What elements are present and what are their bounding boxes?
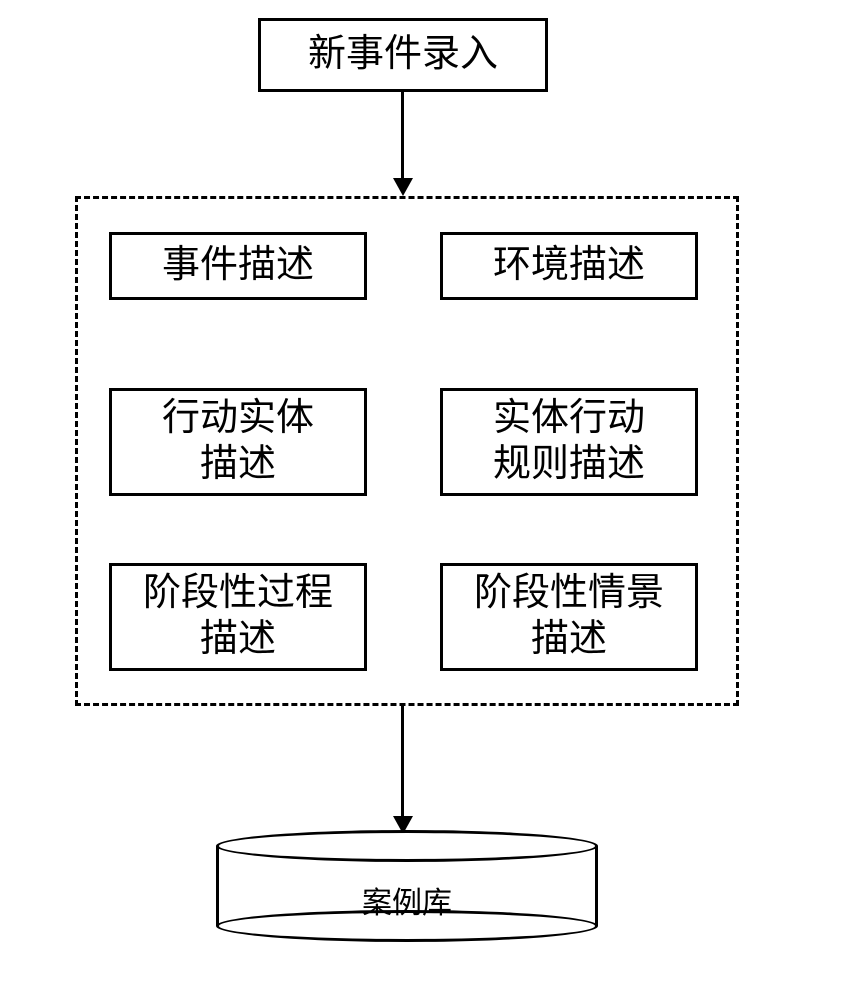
node-case-db-label: 案例库 bbox=[216, 878, 598, 922]
node-action-entity-desc-label: 行动实体 描述 bbox=[162, 396, 314, 487]
node-stage-process-desc-label: 阶段性过程 描述 bbox=[143, 571, 333, 662]
node-entity-rule-desc: 实体行动 规则描述 bbox=[440, 388, 698, 496]
node-entity-rule-desc-label: 实体行动 规则描述 bbox=[493, 396, 645, 487]
arrow-1-head bbox=[393, 178, 413, 196]
arrow-1-line bbox=[401, 92, 404, 180]
node-stage-scene-desc: 阶段性情景 描述 bbox=[440, 563, 698, 671]
node-input: 新事件录入 bbox=[258, 18, 548, 92]
diagram-canvas: 新事件录入 事件描述 环境描述 行动实体 描述 实体行动 规则描述 阶段性过程 … bbox=[0, 0, 860, 1000]
node-event-desc: 事件描述 bbox=[109, 232, 367, 300]
node-stage-process-desc: 阶段性过程 描述 bbox=[109, 563, 367, 671]
node-stage-scene-desc-label: 阶段性情景 描述 bbox=[474, 571, 664, 662]
node-env-desc-label: 环境描述 bbox=[493, 243, 645, 289]
node-case-db: 案例库 bbox=[216, 830, 598, 942]
node-event-desc-label: 事件描述 bbox=[162, 243, 314, 289]
arrow-2-line bbox=[401, 706, 404, 818]
cylinder-top bbox=[216, 830, 598, 862]
node-env-desc: 环境描述 bbox=[440, 232, 698, 300]
node-input-label: 新事件录入 bbox=[308, 32, 498, 78]
node-action-entity-desc: 行动实体 描述 bbox=[109, 388, 367, 496]
